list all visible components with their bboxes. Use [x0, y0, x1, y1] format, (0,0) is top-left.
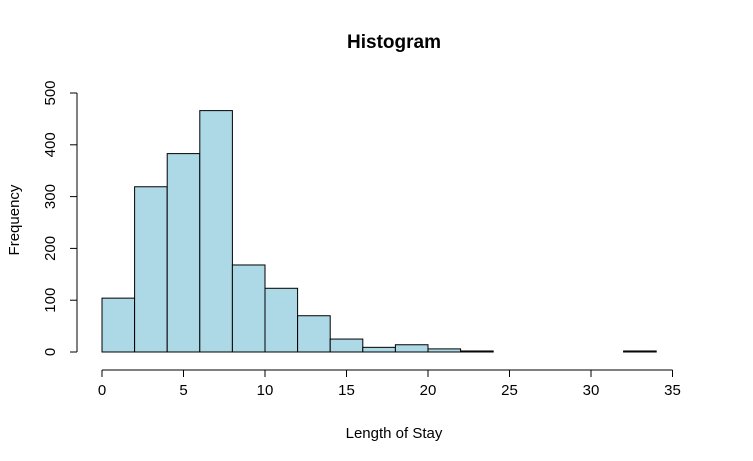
histogram-bar	[101, 297, 136, 353]
histogram-bar	[362, 346, 396, 353]
histogram-bar	[427, 348, 462, 353]
x-tick-label: 10	[257, 382, 274, 399]
y-tick-label: 500	[42, 80, 59, 105]
x-tick-label: 15	[338, 382, 355, 399]
x-tick-label: 0	[98, 382, 106, 399]
y-tick-label: 0	[42, 348, 59, 356]
histogram-bar	[329, 338, 364, 353]
histogram-bar	[166, 153, 201, 353]
chart-title: Histogram	[347, 32, 441, 53]
y-tick-label: 300	[42, 184, 59, 209]
histogram-bar	[231, 264, 266, 353]
histogram-bar	[297, 315, 331, 353]
y-axis-label: Frequency	[6, 184, 23, 255]
bars	[101, 110, 657, 353]
histogram-bar	[199, 110, 233, 353]
x-tick-label: 25	[501, 382, 518, 399]
x-axis: 0 5 10 15 20 25 30 35	[98, 369, 681, 399]
y-axis: 0 100 200 300 400 500	[42, 80, 78, 356]
histogram-bar	[134, 186, 168, 353]
x-tick-label: 5	[179, 382, 187, 399]
x-axis-label: Length of Stay	[346, 425, 443, 442]
y-tick-label: 400	[42, 132, 59, 157]
histogram-bar	[460, 350, 494, 353]
histogram-bar	[264, 287, 299, 353]
x-tick-label: 30	[583, 382, 600, 399]
x-tick-label: 20	[420, 382, 437, 399]
y-tick-label: 200	[42, 236, 59, 261]
histogram-bar	[623, 350, 657, 353]
x-tick-label: 35	[664, 382, 681, 399]
y-tick-label: 100	[42, 288, 59, 313]
histogram-bar	[394, 344, 429, 353]
